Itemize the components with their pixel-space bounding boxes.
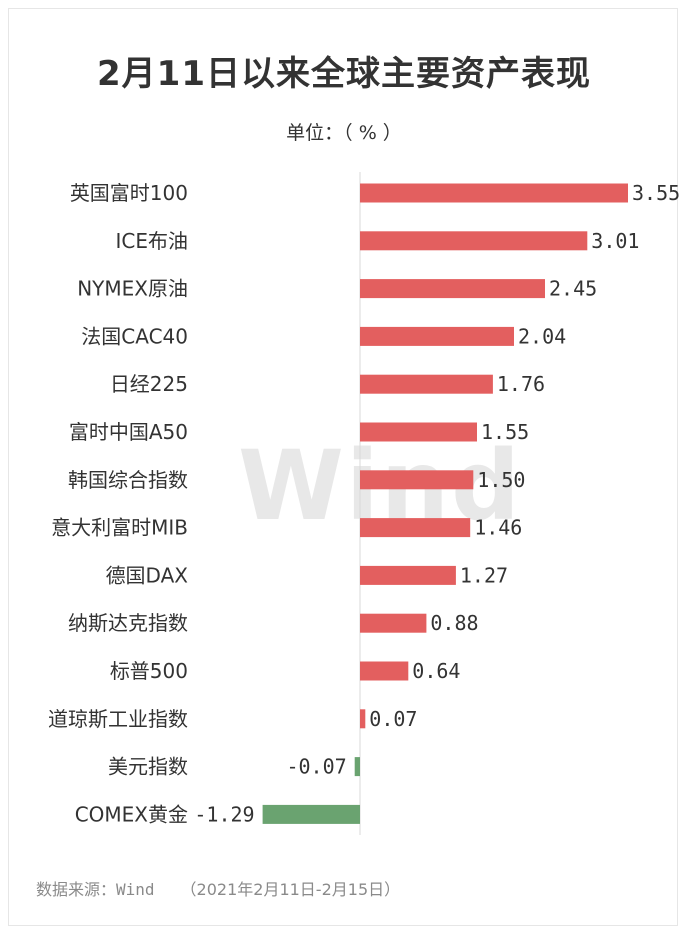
value-label: 3.55	[632, 181, 680, 205]
bar	[360, 709, 366, 729]
bar	[360, 326, 514, 346]
category-label: 法国CAC40	[81, 324, 188, 348]
value-label: 0.07	[369, 707, 417, 731]
value-label: 1.76	[497, 372, 545, 396]
category-label: NYMEX原油	[77, 277, 188, 301]
data-source: 数据来源：Wind （2021年2月11日-2月15日）	[36, 876, 400, 900]
bar	[360, 470, 474, 490]
value-label: 0.88	[430, 611, 478, 635]
bar	[360, 518, 471, 538]
category-label: 富时中国A50	[69, 420, 188, 444]
unit-label: 单位：（ % ）	[286, 122, 402, 144]
value-label: 2.45	[549, 277, 597, 301]
category-label: 日经225	[110, 372, 188, 396]
bar	[354, 757, 360, 777]
bars-layer: 英国富时100 3.55 ICE布油 3.01 NYMEX原油 2.45 法国CAC40 2.…	[48, 172, 680, 835]
bar	[262, 804, 360, 824]
source-label: 数据来源：Wind	[36, 880, 155, 899]
category-label: 标普500	[110, 659, 188, 683]
value-label: 3.01	[591, 229, 639, 253]
value-label: 2.04	[518, 324, 566, 348]
value-label: -1.29	[194, 802, 254, 826]
date-range: （2021年2月11日-2月15日）	[180, 880, 401, 899]
chart-title: 2月11日以来全球主要资产表现	[97, 54, 591, 94]
value-label: 1.55	[481, 420, 529, 444]
bar	[360, 613, 427, 633]
category-label: 韩国综合指数	[68, 468, 188, 492]
value-label: 1.46	[474, 516, 522, 540]
category-label: ICE布油	[116, 229, 189, 253]
value-label: 1.27	[460, 563, 508, 587]
category-label: 纳斯达克指数	[68, 611, 188, 635]
bar	[360, 231, 588, 251]
value-label: -0.07	[286, 755, 346, 779]
category-label: 英国富时100	[70, 181, 188, 205]
chart-frame	[8, 8, 678, 926]
bar	[360, 374, 493, 394]
bar	[360, 422, 477, 442]
category-label: 美元指数	[108, 755, 188, 779]
value-label: 1.50	[477, 468, 525, 492]
category-label: 道琼斯工业指数	[48, 707, 188, 731]
bar	[360, 279, 545, 299]
category-label: 意大利富时MIB	[51, 516, 188, 540]
value-label: 0.64	[412, 659, 460, 683]
bar	[360, 183, 628, 203]
category-label: COMEX黄金	[75, 802, 188, 826]
bar	[360, 661, 409, 681]
category-label: 德国DAX	[106, 563, 189, 587]
bar	[360, 565, 456, 585]
